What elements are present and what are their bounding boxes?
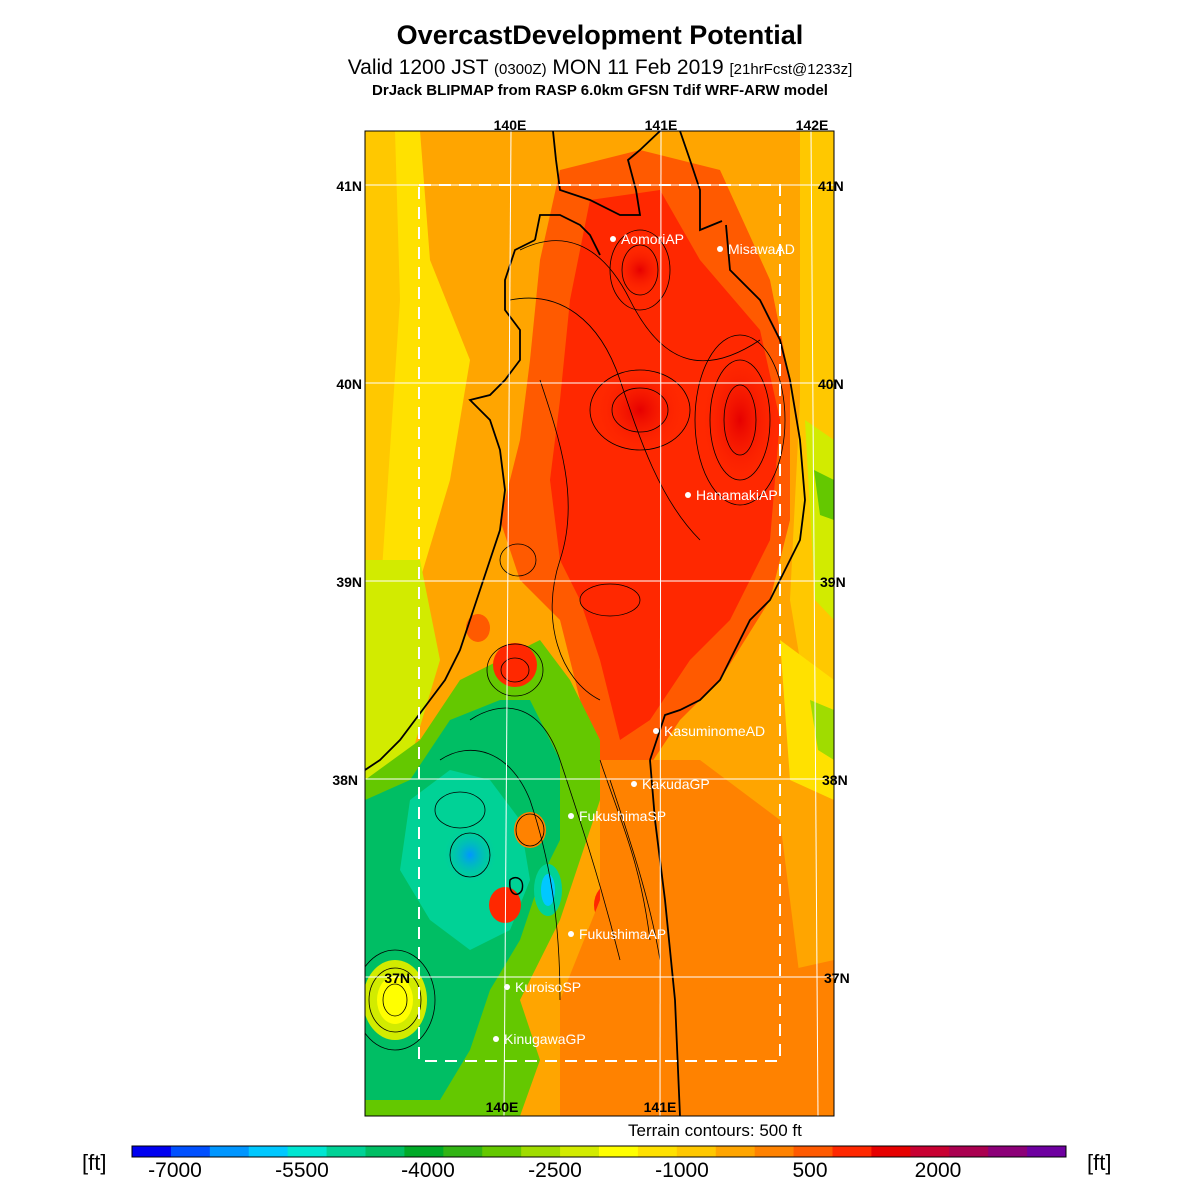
lat-left-label: 41N [336,178,362,194]
lon-bottom-label: 140E [486,1099,519,1115]
station-marker[interactable]: KinugawaGP [493,1031,586,1047]
colorbar-swatch [326,1146,366,1157]
forecast-info: [21hrFcst@1233z] [729,61,853,78]
valid-date: MON 11 Feb 2019 [552,56,724,79]
lat-left-label: 37N [384,970,410,986]
station-label: KasuminomeAD [664,723,765,739]
colorbar-swatch [793,1146,833,1157]
station-label: MisawaAD [728,241,795,257]
lon-top-label: 141E [645,117,678,133]
colorbar-swatch [365,1146,405,1157]
station-label: FukushimaSP [579,808,666,824]
colorbar-tick-label: -7000 [148,1159,202,1182]
chart-title: OvercastDevelopment Potential [396,20,804,50]
station-marker[interactable]: KuroisoSP [504,979,581,995]
map-field [365,131,834,1116]
colorbar-swatch [132,1146,172,1157]
lat-left-label: 40N [336,376,362,392]
zulu-time: (0300Z) [494,61,547,78]
lat-right-label: 38N [822,772,848,788]
colorbar-tick-label: -2500 [528,1159,582,1182]
colorbar-swatch [754,1146,795,1157]
station-label: AomoriAP [621,231,684,247]
domain-box [418,184,781,1062]
station-marker[interactable]: MisawaAD [717,241,795,257]
colorbar-ticks: -7000 -5500 -4000 -2500 -1000 500 2000 [148,1159,961,1182]
colorbar-unit-left: [ft] [82,1150,107,1175]
colorbar-swatch [910,1146,950,1157]
colorbar-tick-label: -5500 [275,1159,329,1182]
colorbar-swatch [209,1146,250,1157]
axis-labels: 140E 141E 142E 140E 141E 41N 40N 39N 38N… [332,117,849,1115]
colorbar-swatch [599,1146,639,1157]
colorbar-swatch [404,1146,444,1157]
lon-top-label: 142E [796,117,829,133]
colorbar-swatch [637,1146,678,1157]
colorbar-swatch [287,1146,328,1157]
valid-time-line: Valid 1200 JST (0300Z) MON 11 Feb 2019 [… [0,56,1200,80]
station-label: KakudaGP [642,776,710,792]
terrain-contours [365,229,786,1051]
station-label: KinugawaGP [504,1031,586,1047]
lat-left-label: 38N [332,772,358,788]
colorbar-tick-label: -4000 [401,1159,455,1182]
station-label: KuroisoSP [515,979,581,995]
lat-left-label: 39N [336,574,362,590]
lat-right-label: 41N [818,178,844,194]
colorbar-swatch [1027,1146,1067,1157]
terrain-contour-note: Terrain contours: 500 ft [628,1121,802,1140]
colorbar-swatch [871,1146,911,1157]
station-marker[interactable]: AomoriAP [610,231,684,247]
colorbar-swatch [832,1146,872,1157]
colorbar-swatch [170,1146,211,1157]
colorbar-frame [131,1145,1067,1158]
colorbar-tick-label: 2000 [915,1159,962,1182]
lon-top-label: 140E [494,117,527,133]
station-label: FukushimaAP [579,926,666,942]
colorbar-tick-label: 500 [792,1159,827,1182]
colorbar-swatch [988,1146,1028,1157]
colorbar-swatch [560,1146,600,1157]
lat-right-label: 39N [820,574,846,590]
colorbar-swatch [676,1146,717,1157]
station-label: HanamakiAP [696,487,778,503]
lat-right-label: 37N [824,970,850,986]
colorbar-swatch [949,1146,989,1157]
map-frame [364,130,835,1117]
colorbar [131,1145,1067,1158]
coastline [365,131,806,1116]
valid-time: Valid 1200 JST [347,56,489,79]
model-description: DrJack BLIPMAP from RASP 6.0km GFSN Tdif… [372,82,828,99]
station-marker[interactable]: FukushimaAP [568,926,666,942]
colorbar-tick-label: -1000 [655,1159,709,1182]
station-marker[interactable]: KasuminomeAD [653,723,765,739]
station-marker[interactable]: HanamakiAP [685,487,778,503]
lon-bottom-label: 141E [644,1099,677,1115]
colorbar-swatch [248,1146,289,1157]
station-marker[interactable]: KakudaGP [631,776,710,792]
lat-right-label: 40N [818,376,844,392]
colorbar-swatch [443,1146,483,1157]
colorbar-unit-right: [ft] [1087,1150,1112,1175]
stations: AomoriAP MisawaAD HanamakiAP KasuminomeA… [493,231,795,1047]
station-marker[interactable]: FukushimaSP [568,808,666,824]
colorbar-swatch [482,1146,522,1157]
colorbar-swatch [521,1146,561,1157]
colorbar-swatch [715,1146,756,1157]
